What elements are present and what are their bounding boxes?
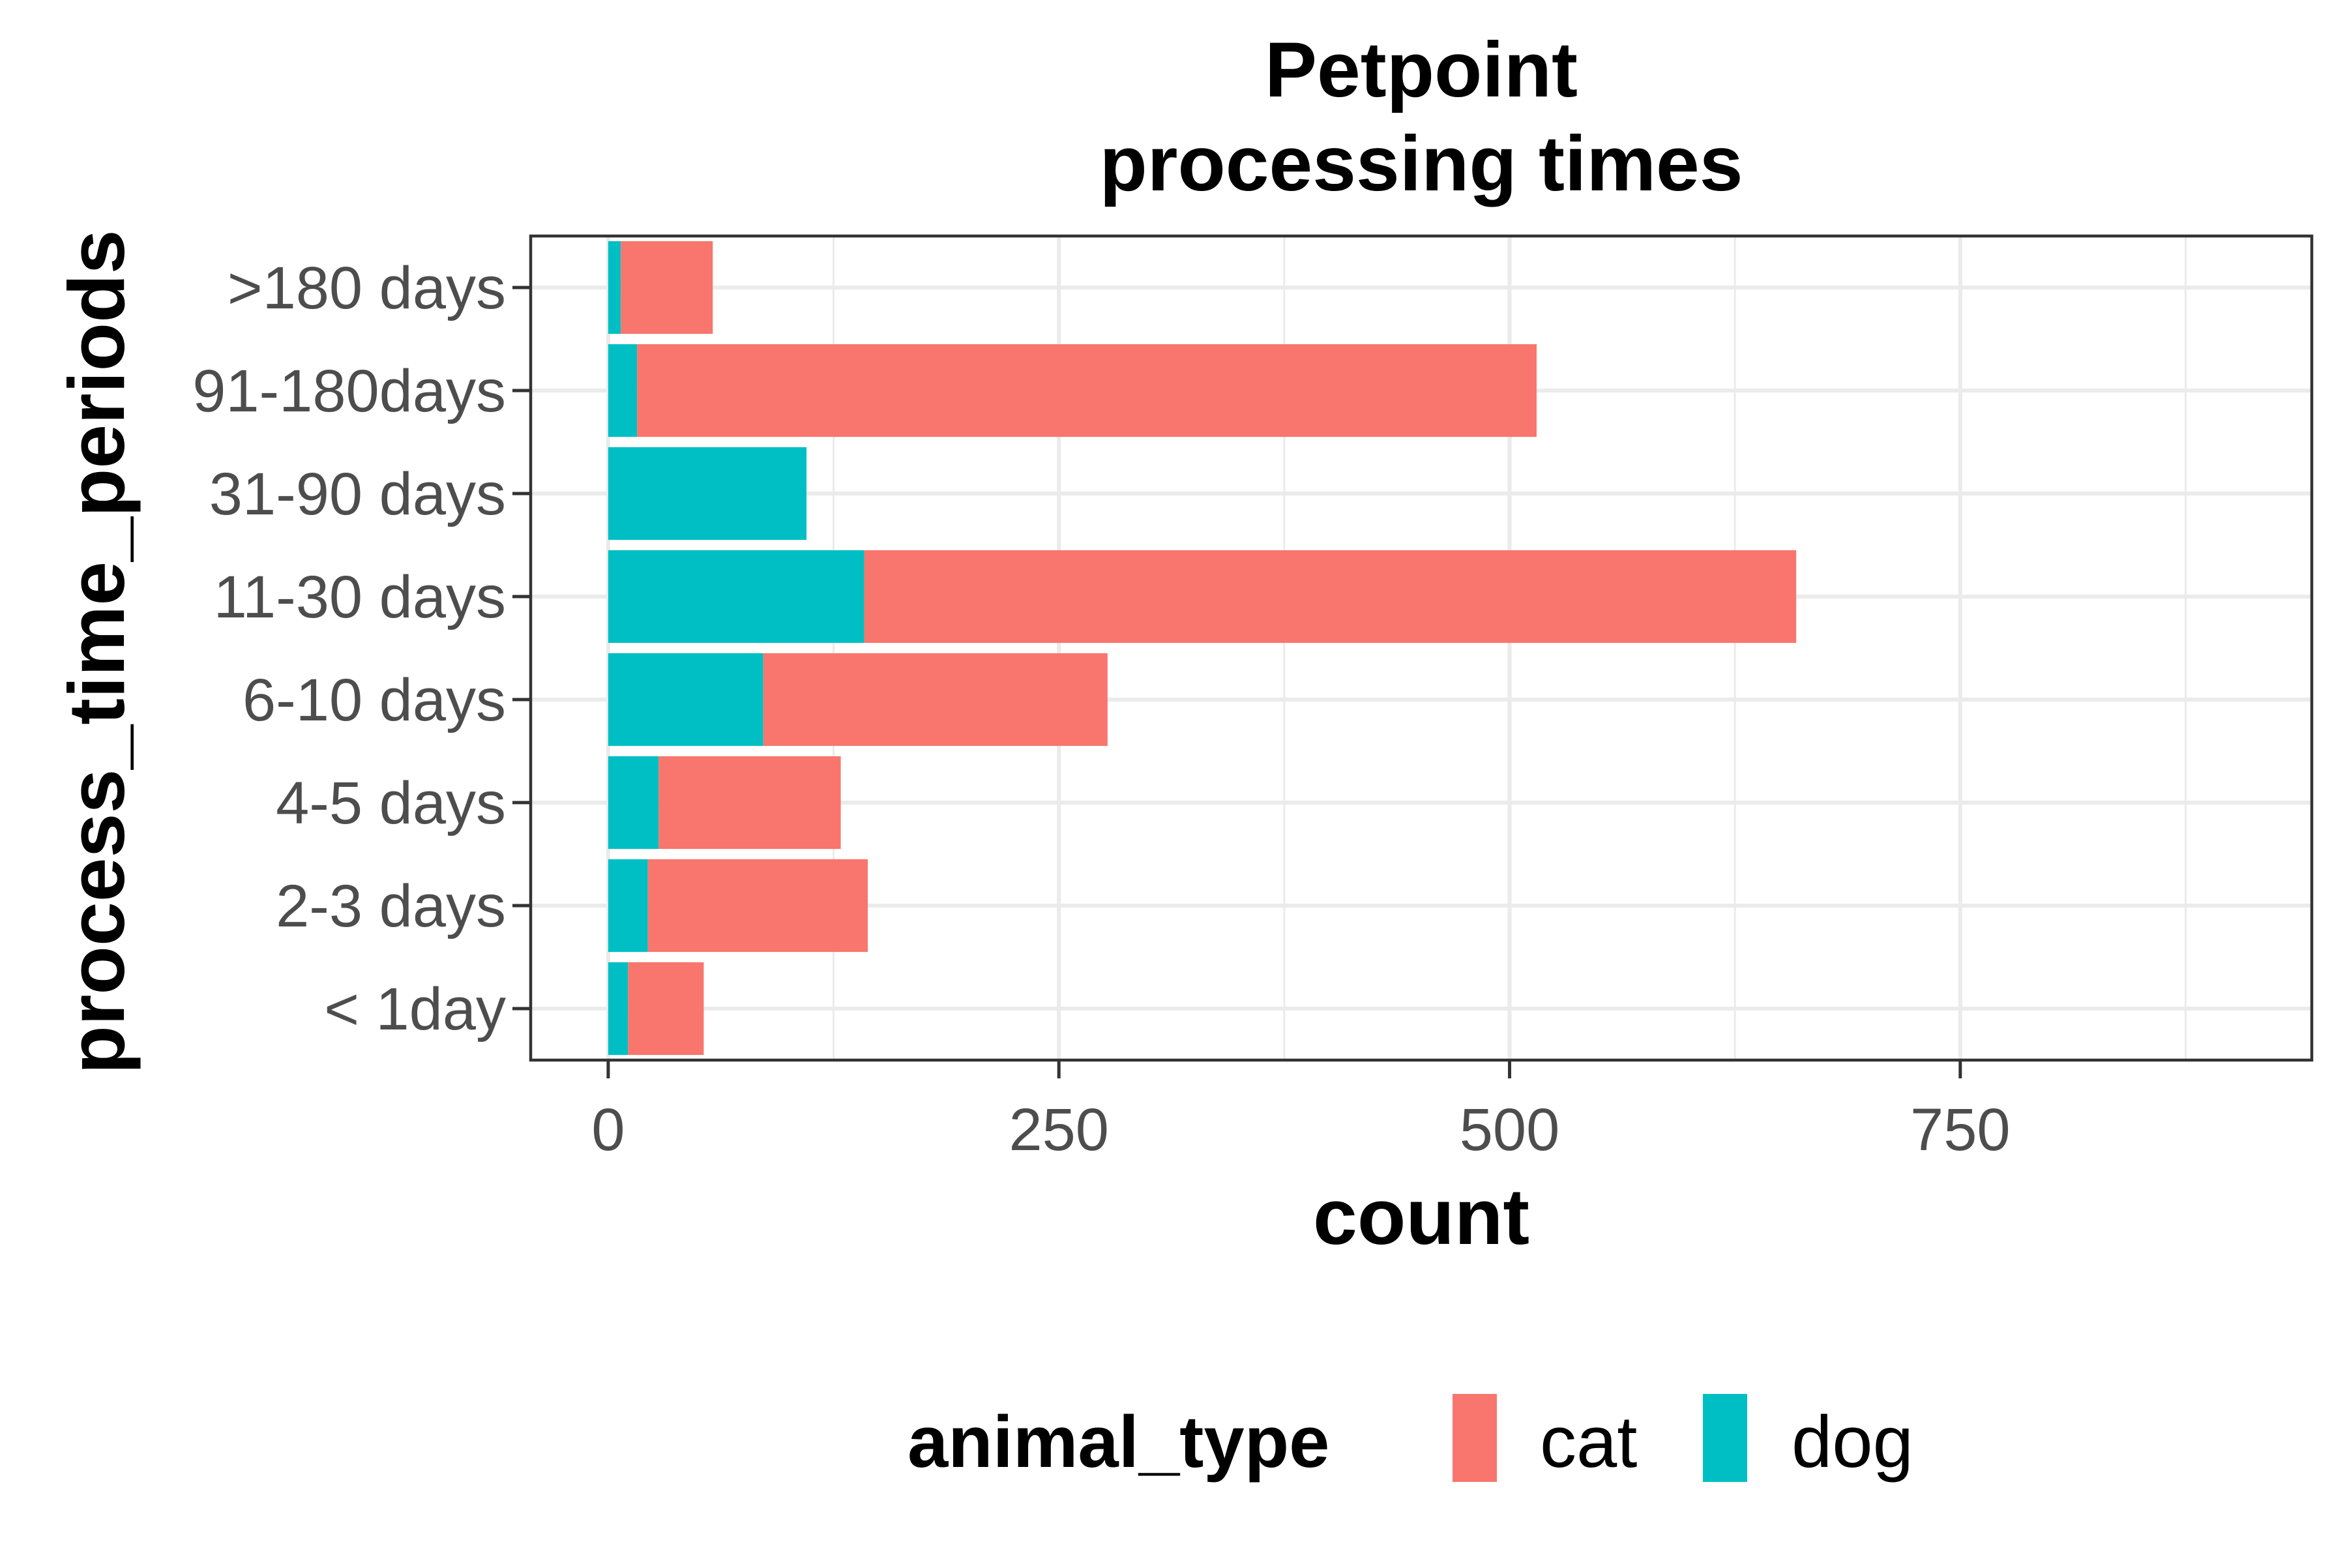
bar-dog (608, 859, 648, 953)
y-tick-label: 31-90 days (209, 461, 506, 527)
legend-swatch-cat (1453, 1394, 1497, 1482)
x-tick-label: 500 (1460, 1097, 1560, 1163)
x-tick-label: 250 (1009, 1097, 1109, 1163)
axes: >180 days 91-180days 31-90 days 11-30 days 6… (192, 255, 2010, 1163)
bar-dog (608, 550, 864, 643)
bar-cat (864, 550, 1797, 643)
legend-swatch-dog (1703, 1394, 1747, 1482)
y-tick-label: >180 days (228, 255, 506, 321)
bar-cat (637, 344, 1537, 437)
bar-cat (763, 653, 1108, 747)
x-axis-title: count (1313, 1172, 1529, 1261)
bar-dog (608, 653, 763, 747)
bar-dog (608, 344, 638, 437)
y-tick-label: 6-10 days (243, 667, 506, 733)
x-tick-label: 0 (591, 1097, 625, 1163)
y-axis-title: process_time_periods (52, 229, 141, 1074)
y-tick-label: 2-3 days (276, 873, 506, 939)
bar-dog (608, 447, 807, 540)
x-tick-label: 750 (1910, 1097, 2011, 1163)
bar-cat (621, 241, 713, 334)
bars (608, 241, 1797, 1056)
y-tick-label: < 1day (324, 976, 506, 1043)
bar-dog (608, 756, 659, 850)
y-tick-label: 4-5 days (276, 770, 506, 836)
y-tick-label: 11-30 days (214, 564, 506, 630)
legend-label-cat: cat (1540, 1401, 1637, 1483)
bar-dog (608, 241, 621, 334)
bar-dog (608, 962, 628, 1056)
bar-cat (647, 859, 868, 953)
bar-cat (658, 756, 841, 850)
y-tick-label: 91-180days (192, 358, 506, 424)
legend-title: animal_type (908, 1401, 1329, 1483)
legend-label-dog: dog (1792, 1401, 1913, 1483)
chart-title-line-2: processing times (1099, 120, 1743, 207)
plot-panel-border (529, 234, 2314, 1062)
bar-cat (628, 962, 704, 1056)
legend: animal_type cat dog (908, 1394, 1913, 1483)
chart-title-line-1: Petpoint (1265, 26, 1578, 113)
